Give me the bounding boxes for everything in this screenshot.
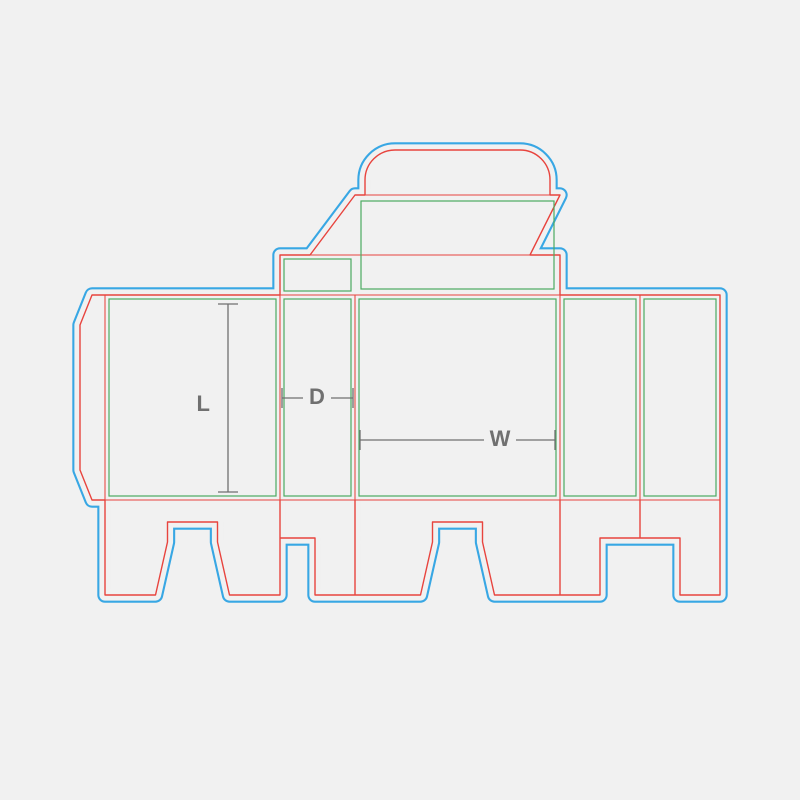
dieline-diagram: L D W	[0, 0, 800, 800]
dim-label: L	[197, 391, 210, 416]
dim-label: D	[309, 384, 325, 409]
dim-label: W	[490, 426, 511, 451]
bleed-outline	[80, 150, 720, 595]
